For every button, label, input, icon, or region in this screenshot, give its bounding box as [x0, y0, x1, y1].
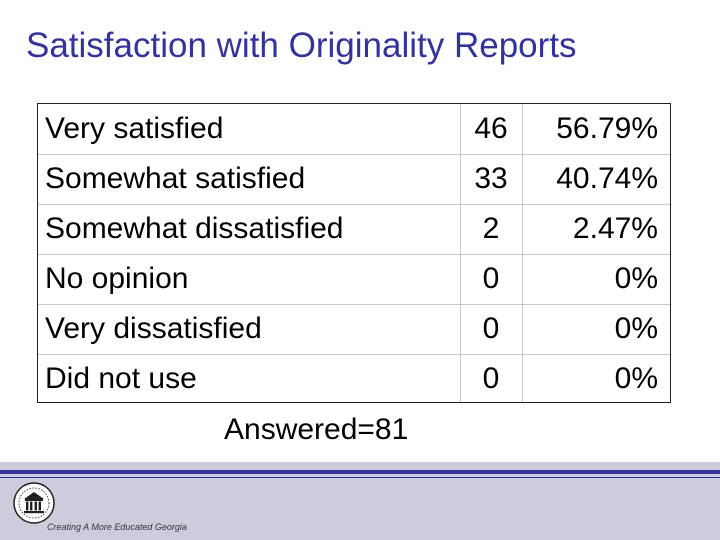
row-label: Very dissatisfied [45, 312, 262, 345]
table-row: Did not use 0 0% [38, 354, 670, 404]
footer-rule-thin [0, 477, 720, 478]
row-count: 2 [482, 212, 500, 245]
row-percent: 0% [614, 262, 658, 295]
row-label: Somewhat dissatisfied [45, 212, 344, 245]
row-percent: 40.74% [556, 162, 658, 195]
column-divider [460, 104, 461, 402]
row-label: Did not use [45, 362, 197, 395]
row-divider [38, 254, 670, 255]
table-row: Somewhat satisfied 33 40.74% [38, 154, 670, 204]
row-divider [38, 204, 670, 205]
row-divider [38, 154, 670, 155]
satisfaction-table: Very satisfied 46 56.79% Somewhat satisf… [37, 103, 671, 403]
row-count: 0 [482, 362, 500, 395]
footer-tagline: Creating A More Educated Georgia [47, 522, 187, 532]
row-count: 0 [482, 312, 500, 345]
table-row: No opinion 0 0% [38, 254, 670, 304]
table-row: Somewhat dissatisfied 2 2.47% [38, 204, 670, 254]
footer-rule [0, 470, 720, 474]
row-percent: 2.47% [572, 212, 658, 245]
row-percent: 0% [614, 312, 658, 345]
row-label: Somewhat satisfied [45, 162, 306, 195]
column-divider [522, 104, 523, 402]
table-row: Very dissatisfied 0 0% [38, 304, 670, 354]
row-count: 33 [474, 162, 508, 195]
row-divider [38, 304, 670, 305]
footer-band [0, 462, 720, 540]
row-divider [38, 354, 670, 355]
row-percent: 56.79% [556, 112, 658, 145]
row-count: 0 [482, 262, 500, 295]
table-row: Very satisfied 46 56.79% [38, 104, 670, 154]
slide-title: Satisfaction with Originality Reports [26, 26, 577, 65]
answered-total: Answered=81 [224, 413, 409, 446]
row-label: No opinion [45, 262, 189, 295]
row-label: Very satisfied [45, 112, 224, 145]
row-percent: 0% [614, 362, 658, 395]
university-seal-icon [13, 482, 55, 524]
row-count: 46 [474, 112, 508, 145]
